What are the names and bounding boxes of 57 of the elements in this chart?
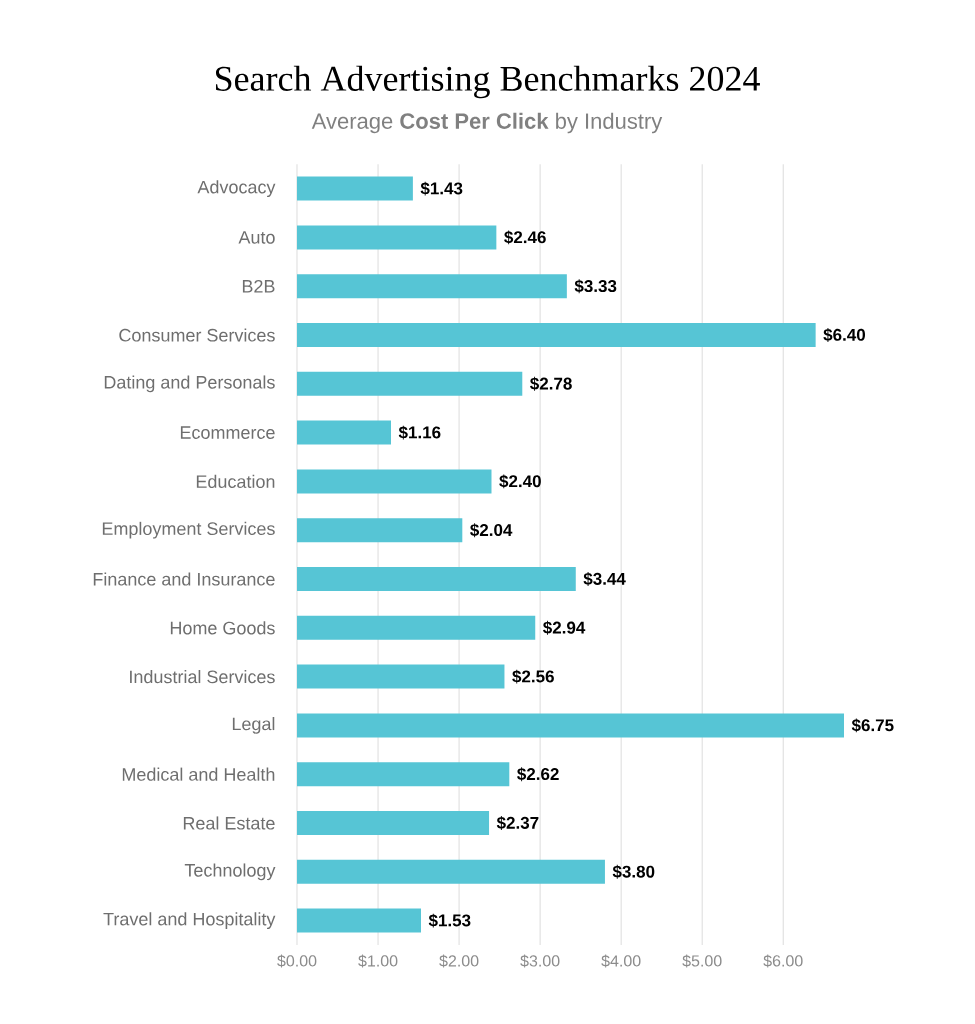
x-tick-label: $2.00 bbox=[439, 954, 479, 968]
bar bbox=[297, 762, 510, 787]
data-label: $2.04 bbox=[470, 523, 513, 538]
data-label: $2.40 bbox=[499, 474, 541, 489]
bar bbox=[297, 225, 497, 250]
y-tick-label: Technology bbox=[184, 863, 276, 881]
data-label: $1.53 bbox=[428, 913, 471, 928]
data-label: $2.94 bbox=[543, 620, 586, 635]
y-tick-label: Real Estate bbox=[183, 816, 275, 830]
data-label: $3.80 bbox=[612, 864, 655, 879]
bar bbox=[297, 859, 605, 884]
x-tick-label: $6.00 bbox=[763, 954, 803, 968]
y-tick-label: Employment Services bbox=[102, 521, 275, 539]
bar bbox=[297, 469, 492, 494]
data-label: $6.75 bbox=[851, 718, 894, 733]
bar bbox=[297, 908, 421, 933]
data-label: $2.46 bbox=[504, 230, 546, 245]
y-tick-label: Dating and Personals bbox=[104, 375, 275, 393]
y-tick-label: Medical and Health bbox=[122, 767, 275, 781]
data-label: $2.56 bbox=[512, 669, 554, 684]
y-tick-label: Legal bbox=[232, 717, 275, 734]
y-tick-label: Travel and Hospitality bbox=[103, 912, 276, 930]
y-tick-label: Finance and Insurance bbox=[93, 572, 275, 586]
data-label: $1.43 bbox=[420, 181, 463, 196]
data-label: $3.44 bbox=[583, 572, 626, 586]
x-tick-label: $0.00 bbox=[277, 954, 317, 968]
y-tick-label: Education bbox=[196, 474, 275, 489]
x-tick-label: $5.00 bbox=[682, 954, 722, 968]
x-tick-label: $3.00 bbox=[520, 954, 560, 968]
data-label: $6.40 bbox=[823, 328, 866, 342]
y-tick-label: Industrial Services bbox=[130, 670, 275, 684]
bar bbox=[297, 664, 505, 689]
bar bbox=[297, 420, 391, 445]
y-tick-label: Auto bbox=[238, 231, 275, 244]
y-tick-label: Advocacy bbox=[197, 180, 276, 197]
y-tick-label: Consumer Services bbox=[119, 328, 275, 342]
bar bbox=[297, 518, 463, 543]
data-label: $3.33 bbox=[574, 279, 617, 294]
data-label: $2.78 bbox=[530, 376, 572, 391]
data-label: $2.37 bbox=[496, 816, 539, 830]
bar bbox=[297, 371, 523, 396]
x-tick-label: $4.00 bbox=[601, 954, 641, 968]
data-label: $2.62 bbox=[517, 767, 559, 782]
chart-subtitle: Average Cost Per Click by Industry bbox=[311, 112, 663, 134]
bar bbox=[297, 811, 490, 836]
x-tick-label: $1.00 bbox=[358, 954, 398, 968]
bar bbox=[297, 567, 576, 592]
y-tick-label: B2B bbox=[242, 279, 275, 293]
y-tick-label: Home Goods bbox=[170, 621, 275, 635]
bar bbox=[297, 323, 816, 348]
bar bbox=[297, 274, 567, 299]
data-label: $1.16 bbox=[398, 425, 441, 440]
y-tick-label: Ecommerce bbox=[180, 426, 275, 439]
chart-title: Search Advertising Benchmarks 2024 bbox=[215, 65, 760, 99]
bar bbox=[297, 713, 844, 738]
bar bbox=[297, 176, 413, 201]
bar bbox=[297, 615, 536, 640]
